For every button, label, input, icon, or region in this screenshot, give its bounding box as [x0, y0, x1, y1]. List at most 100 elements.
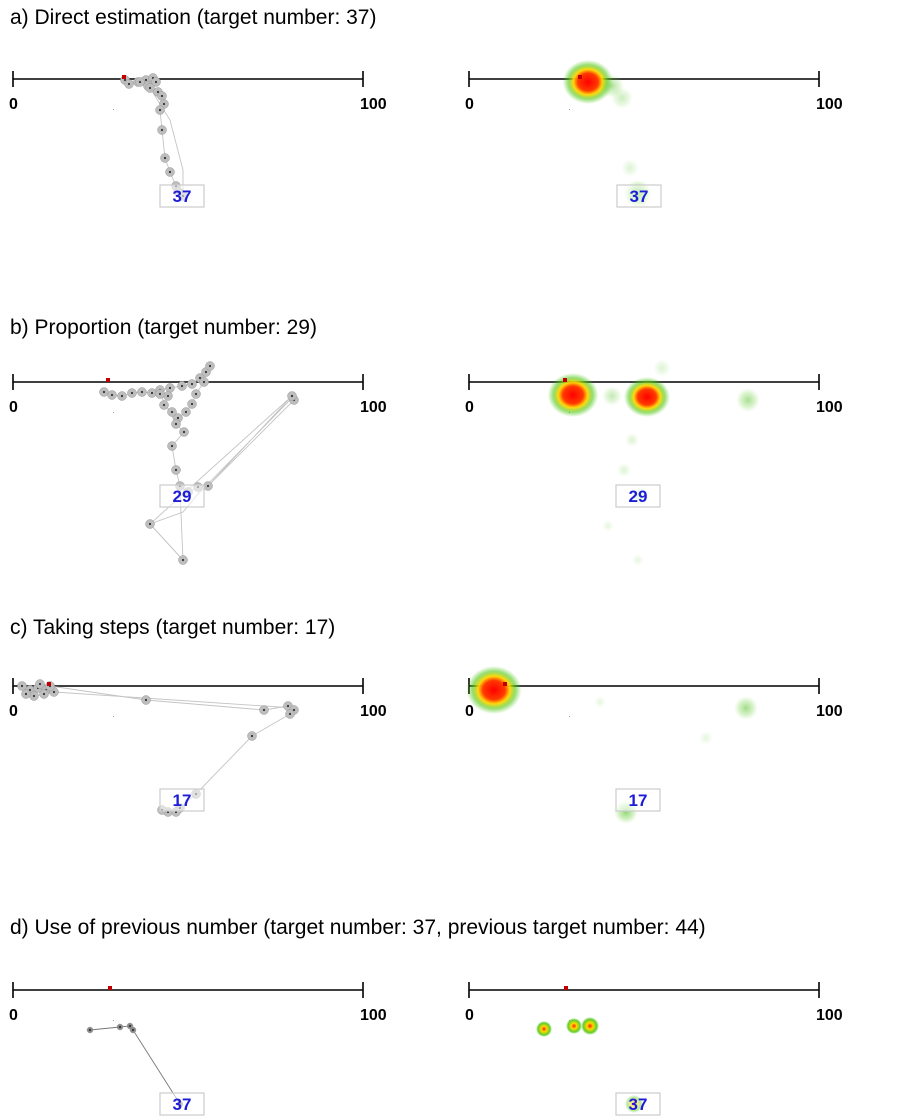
panel-d-scanpath-number-line: 0 100: [9, 982, 387, 1024]
tick-label-min: 0: [465, 399, 474, 416]
fixation-center: [163, 156, 167, 160]
target-number: 37: [630, 187, 649, 206]
fixation-center: [42, 692, 46, 696]
tick-label-min: 0: [9, 703, 18, 720]
scanpath-line: [149, 395, 293, 562]
panel-b-title: b) Proportion (target number: 29): [10, 316, 317, 339]
start-marker: [564, 986, 568, 990]
fixation-center: [156, 90, 160, 94]
fixation-center: [38, 682, 42, 686]
panel-b: 0 100 0 100 29 29: [9, 359, 843, 566]
fixation-center: [190, 382, 194, 386]
start-marker: [503, 682, 507, 686]
heat-blob: [566, 1018, 582, 1034]
fixation-center: [144, 698, 148, 702]
fixation-center: [170, 444, 174, 448]
fixation-center: [127, 82, 131, 86]
scanpath-line: [89, 1025, 181, 1105]
start-marker: [563, 378, 567, 382]
panel-a-scanpath-target: 37: [159, 184, 205, 208]
fixation-center: [123, 78, 127, 82]
tick-label-min: 0: [465, 96, 474, 113]
fixation-center: [168, 170, 172, 174]
center-mark: [569, 716, 570, 717]
panel-b-heatmap: [547, 359, 760, 566]
fixation-center: [158, 108, 162, 112]
fixation-center: [140, 390, 144, 394]
target-number: 29: [173, 487, 192, 506]
fixation-center: [138, 80, 142, 84]
tick-label-min: 0: [465, 703, 474, 720]
fixation-center: [118, 1025, 122, 1029]
panel-c-heatmap-number-line: 0 100: [465, 678, 843, 720]
fixation-center: [131, 1028, 135, 1032]
fixation-center: [162, 403, 166, 407]
tick-label-max: 100: [816, 1007, 843, 1024]
tick-label-max: 100: [816, 96, 843, 113]
fixation-center: [206, 484, 210, 488]
target-number: 17: [173, 791, 192, 810]
fixation-center: [202, 380, 206, 384]
fixation-center: [162, 102, 166, 106]
heat-blob: [653, 359, 671, 377]
panel-c-scanpath: [17, 679, 299, 817]
target-box: [159, 484, 205, 508]
heat-blob: [594, 696, 606, 708]
panel-b-heatmap-target: 29: [615, 484, 661, 508]
panel-b-scanpath: [99, 361, 299, 565]
fixation-center: [166, 394, 170, 398]
tick-label-max: 100: [360, 1007, 387, 1024]
heat-blob: [734, 696, 758, 720]
target-number: 29: [629, 487, 648, 506]
target-number: 17: [629, 791, 648, 810]
panel-a: 0 100 0 100 37 37: [9, 60, 843, 208]
start-marker: [122, 75, 126, 79]
target-box: [615, 1092, 661, 1116]
center-mark: [113, 1020, 114, 1021]
panel-d-heatmap-target: 37: [615, 1092, 661, 1116]
panel-a-heatmap-target: 37: [616, 184, 662, 208]
scanpath-line: [21, 683, 295, 813]
fixation-center: [182, 430, 186, 434]
fixation-center: [20, 684, 24, 688]
heat-blob: [562, 60, 614, 104]
fixation-center: [292, 708, 296, 712]
center-mark: [113, 716, 114, 717]
panel-c-scanpath-target: 17: [159, 788, 205, 812]
fixation-center: [24, 692, 28, 696]
tick-label-min: 0: [9, 399, 18, 416]
panel-c: 0 100 0 100 17 17: [9, 666, 843, 824]
heat-blob: [581, 1017, 599, 1035]
fixation-center: [154, 80, 158, 84]
panel-d-title: d) Use of previous number (target number…: [10, 916, 706, 939]
tick-label-min: 0: [9, 96, 18, 113]
heat-blob: [632, 554, 644, 566]
fixation-center: [250, 734, 254, 738]
tick-label-min: 0: [465, 1007, 474, 1024]
fixation-center: [148, 522, 152, 526]
heat-blob: [624, 377, 670, 417]
target-number: 37: [629, 1095, 648, 1114]
panel-a-title: a) Direct estimation (target number: 37): [10, 6, 377, 29]
heat-blob: [466, 666, 522, 714]
panel-c-scanpath-number-line: 0 100: [9, 678, 387, 720]
center-mark: [113, 109, 114, 110]
fixation-center: [110, 393, 114, 397]
tick-label-min: 0: [9, 1007, 18, 1024]
target-box: [159, 1092, 205, 1116]
start-marker: [108, 986, 112, 990]
fixation-center: [120, 394, 124, 398]
panel-a-scanpath-number-line: 0 100: [9, 71, 387, 113]
heat-blob: [602, 386, 622, 406]
fixation-center: [170, 410, 174, 414]
center-mark: [569, 109, 570, 110]
target-box: [159, 788, 205, 812]
fixation-center: [150, 391, 154, 395]
panel-d-scanpath-target: 37: [159, 1092, 205, 1116]
fixation-center: [184, 410, 188, 414]
target-box: [159, 184, 205, 208]
fixation-center: [262, 708, 266, 712]
fixation-center: [288, 712, 292, 716]
start-marker: [47, 682, 51, 686]
